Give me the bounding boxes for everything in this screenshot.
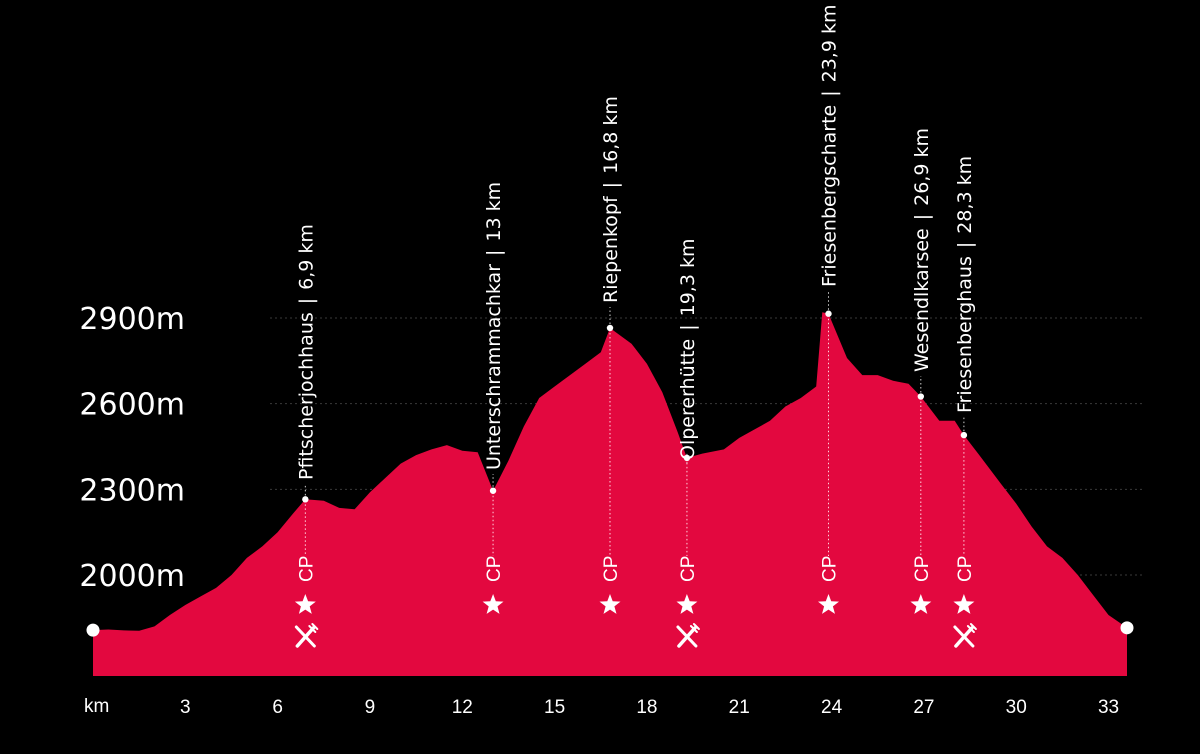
- waypoint-marker: [606, 324, 614, 332]
- fork-knife-icon: [953, 623, 977, 648]
- waypoint-label: Pfitscherjochhaus | 6,9 km: [295, 224, 317, 480]
- star-icon: [953, 594, 975, 614]
- waypoint-label: Unterschrammachkar | 13 km: [483, 182, 505, 470]
- waypoint-separator: |: [483, 250, 505, 256]
- x-axis-label: km: [84, 696, 109, 717]
- waypoint-distance: 19,3 km: [677, 239, 699, 317]
- x-tick-label: 18: [636, 697, 657, 718]
- fork-shape: [294, 625, 316, 648]
- star-icon: [294, 594, 316, 614]
- fork-knife-icon: [294, 623, 319, 648]
- waypoint-label: Friesenbergscharte | 23,9 km: [818, 5, 840, 288]
- waypoint-distance: 16,8 km: [600, 96, 622, 174]
- x-tick-label: 33: [1098, 697, 1119, 718]
- x-tick-label: 9: [365, 697, 376, 718]
- waypoint-label: Olpererhütte | 19,3 km: [677, 239, 699, 460]
- finish-marker: [1120, 621, 1134, 635]
- fork-tines: [689, 623, 700, 633]
- waypoint-distance: 13 km: [483, 182, 505, 242]
- star-icon: [482, 594, 504, 614]
- x-tick-label: 15: [544, 697, 565, 718]
- y-tick-label: 2900m: [79, 302, 185, 337]
- waypoint-name: Friesenbergscharte: [818, 105, 840, 287]
- fork-shape: [953, 625, 975, 648]
- fork-shape: [676, 625, 698, 648]
- x-tick-label: 27: [913, 697, 934, 718]
- waypoint-marker: [825, 310, 832, 317]
- waypoint-separator: |: [818, 90, 840, 96]
- waypoint-name: Friesenberghaus: [954, 256, 976, 413]
- waypoint-separator: |: [677, 324, 699, 330]
- x-tick-label: 3: [180, 697, 191, 718]
- waypoint-separator: |: [295, 298, 317, 304]
- waypoint-label: Riepenkopf | 16,8 km: [600, 96, 622, 303]
- waypoint-separator: |: [600, 182, 622, 188]
- fork-knife-icon: [676, 623, 700, 648]
- fork-tines: [308, 623, 319, 633]
- waypoint-distance: 26,9 km: [911, 128, 933, 206]
- waypoint-name: Pfitscherjochhaus: [295, 312, 317, 480]
- checkpoint-label: CP: [955, 556, 976, 582]
- waypoint-marker: [683, 454, 691, 462]
- star-icon: [910, 594, 932, 614]
- waypoint-marker: [917, 393, 925, 400]
- checkpoint-label: CP: [678, 556, 699, 582]
- waypoint-label: Friesenberghaus | 28,3 km: [954, 156, 976, 413]
- checkpoint-label: CP: [601, 556, 622, 582]
- waypoint-name: Unterschrammachkar: [483, 264, 505, 470]
- waypoint-label: Wesendlkarsee | 26,9 km: [911, 128, 933, 372]
- waypoint-marker: [489, 487, 497, 494]
- waypoint-marker: [302, 496, 309, 503]
- y-tick-label: 2000m: [79, 559, 185, 594]
- star-icon: [599, 594, 621, 614]
- waypoint-name: Riepenkopf: [600, 195, 622, 303]
- y-tick-label: 2600m: [79, 388, 185, 423]
- waypoint-name: Wesendlkarsee: [911, 228, 933, 372]
- waypoint-distance: 6,9 km: [295, 224, 317, 290]
- waypoint-separator: |: [954, 242, 976, 248]
- x-tick-label: 24: [821, 697, 843, 718]
- checkpoint-label: CP: [484, 556, 505, 582]
- x-tick-label: 30: [1006, 697, 1027, 718]
- waypoint-name: Olpererhütte: [677, 339, 699, 460]
- start-marker: [86, 623, 100, 637]
- waypoint-distance: 28,3 km: [954, 156, 976, 234]
- star-icon: [818, 594, 839, 614]
- x-tick-label: 21: [729, 697, 750, 718]
- y-tick-label: 2300m: [79, 473, 185, 508]
- checkpoint-label: CP: [819, 556, 840, 582]
- x-tick-label: 6: [272, 697, 283, 718]
- x-tick-label: 12: [452, 697, 473, 718]
- checkpoint-label: CP: [296, 556, 317, 582]
- waypoint-marker: [960, 431, 968, 439]
- star-icon: [676, 594, 698, 614]
- waypoint-separator: |: [911, 214, 933, 220]
- fork-tines: [966, 623, 977, 633]
- waypoint-distance: 23,9 km: [818, 5, 840, 83]
- checkpoint-label: CP: [912, 556, 933, 582]
